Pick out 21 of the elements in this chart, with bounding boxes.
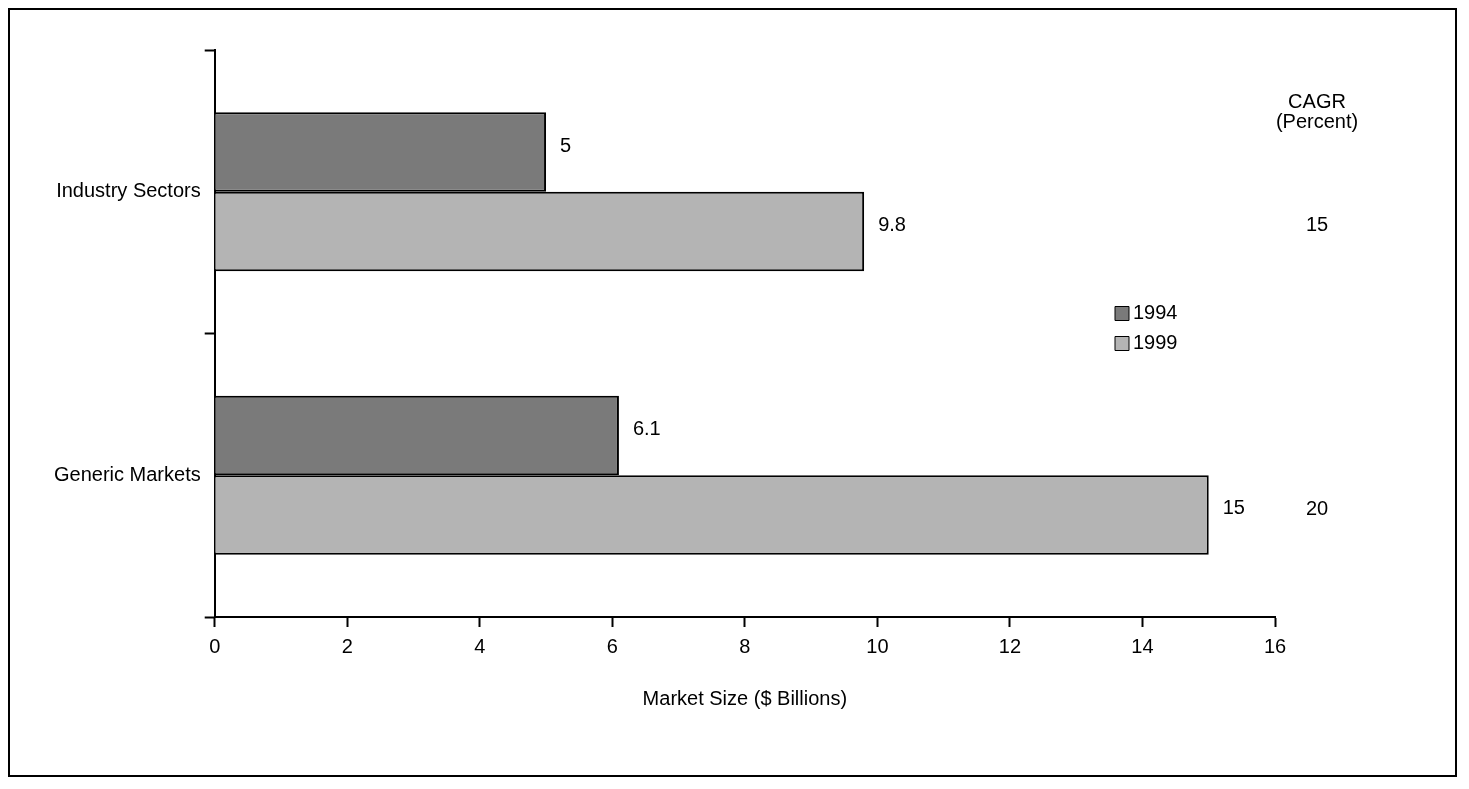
y-tick-label: Generic Markets bbox=[53, 462, 201, 485]
data-label: 9.8 bbox=[878, 212, 906, 235]
data-label: 6.1 bbox=[632, 417, 661, 440]
x-axis-title: Market Size ($ Billions) bbox=[642, 686, 848, 709]
text: 20 bbox=[1305, 496, 1329, 519]
text: 15 bbox=[1305, 213, 1329, 236]
x-tick-label: 12 bbox=[998, 634, 1022, 657]
legend-label: 1994 bbox=[1133, 301, 1178, 324]
x-tick-label: 4 bbox=[474, 634, 486, 657]
x-tick-label: 2 bbox=[341, 634, 353, 657]
text: CAGR (Percent) bbox=[1275, 89, 1359, 132]
x-tick-label: 14 bbox=[1131, 634, 1154, 657]
x-tick-label: 10 bbox=[866, 634, 889, 657]
data-label: 5 bbox=[560, 133, 572, 156]
y-tick-label: Industry Sectors bbox=[56, 179, 201, 202]
x-tick-label: 16 bbox=[1263, 634, 1287, 657]
x-tick-label: 6 bbox=[606, 634, 618, 657]
x-tick-label: 8 bbox=[739, 634, 751, 657]
data-label: 15 bbox=[1222, 496, 1245, 519]
legend-label: 1999 bbox=[1133, 331, 1178, 354]
x-tick-label: 0 bbox=[209, 634, 221, 657]
